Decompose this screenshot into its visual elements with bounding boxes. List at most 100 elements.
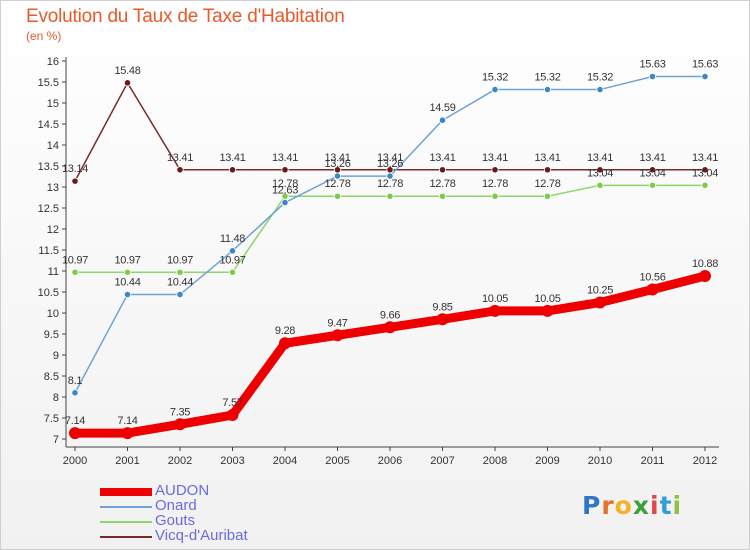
data-point [121, 427, 134, 440]
logo-letter: x [632, 491, 650, 520]
data-label: 12.78 [534, 178, 560, 190]
data-label: 7.35 [170, 406, 190, 418]
data-point [333, 172, 342, 180]
data-point [71, 389, 79, 397]
data-label: 10.44 [114, 277, 140, 289]
y-tick-label: 10 [47, 308, 59, 320]
data-label: 15.32 [587, 72, 613, 84]
data-point [646, 283, 659, 296]
data-label: 15.63 [639, 59, 665, 71]
data-point [123, 290, 132, 299]
data-label: 7.14 [65, 415, 85, 427]
y-tick-label: 7.5 [44, 413, 59, 425]
y-tick-label: 9 [53, 350, 59, 362]
legend-label: Onard [155, 497, 197, 514]
data-label: 15.48 [114, 65, 140, 77]
y-tick-label: 14.5 [38, 119, 59, 131]
data-point [226, 409, 239, 422]
data-point [648, 166, 657, 174]
x-tick-label: 2003 [220, 455, 244, 467]
data-label: 15.63 [692, 59, 718, 71]
y-tick-label: 9.5 [44, 329, 59, 341]
data-point [596, 181, 604, 189]
y-tick-label: 13.5 [38, 161, 59, 173]
proxiti-logo: Proxiti [582, 491, 682, 520]
data-point [176, 268, 184, 276]
y-tick-label: 7 [53, 434, 59, 446]
data-label: 9.47 [327, 317, 347, 329]
chart-subtitle: (en %) [26, 29, 62, 43]
data-label: 12.78 [324, 178, 350, 190]
data-label: 13.41 [482, 152, 508, 164]
data-point [176, 166, 184, 174]
data-point [228, 268, 237, 276]
data-label: 10.97 [62, 254, 88, 266]
data-point [438, 116, 447, 124]
data-point [228, 247, 237, 255]
data-point [228, 166, 237, 174]
data-point [491, 166, 499, 174]
data-label: 14.59 [429, 102, 455, 114]
x-tick-label: 2001 [115, 455, 139, 467]
y-tick-label: 14 [47, 140, 59, 152]
y-tick-label: 16 [47, 56, 59, 68]
data-label: 13.04 [692, 167, 718, 179]
x-tick-label: 2012 [693, 455, 717, 467]
x-tick-label: 2010 [588, 455, 612, 467]
data-point [701, 181, 709, 189]
data-point [701, 166, 709, 174]
data-label: 13.14 [62, 163, 88, 175]
data-point [438, 166, 447, 174]
data-label: 12.78 [377, 178, 403, 190]
data-point [69, 427, 81, 440]
data-point [543, 85, 552, 94]
data-point [386, 172, 394, 180]
data-label: 10.97 [114, 254, 140, 266]
logo-letter: i [650, 491, 660, 520]
data-point [491, 85, 499, 94]
data-label: 13.41 [587, 152, 613, 164]
data-label: 9.28 [275, 325, 295, 337]
x-tick-label: 2006 [378, 455, 402, 467]
data-point [594, 296, 606, 309]
data-point [701, 72, 709, 81]
data-label: 10.97 [167, 254, 193, 266]
y-tick-label: 8.5 [44, 371, 59, 383]
data-point [174, 418, 186, 431]
data-label: 13.04 [587, 167, 613, 179]
y-tick-label: 10.5 [38, 287, 59, 299]
data-label: 13.41 [534, 152, 560, 164]
x-tick-label: 2011 [641, 455, 665, 467]
y-tick-label: 8 [53, 392, 59, 404]
y-tick-label: 15 [47, 98, 59, 110]
data-point [543, 192, 552, 200]
logo-letter: r [601, 491, 615, 520]
data-point [543, 166, 552, 174]
x-tick-label: 2009 [535, 455, 559, 467]
data-point [176, 290, 184, 299]
data-label: 15.32 [534, 72, 560, 84]
x-tick-label: 2004 [273, 455, 297, 467]
data-point [281, 166, 289, 174]
data-label: 13.41 [377, 152, 403, 164]
data-point [123, 79, 132, 87]
legend-label: Gouts [155, 512, 196, 529]
data-point [648, 72, 657, 81]
x-tick-label: 2002 [168, 455, 192, 467]
data-point [384, 321, 396, 334]
x-tick-label: 2005 [325, 455, 349, 467]
data-point [489, 304, 501, 317]
data-label: 13.41 [324, 152, 350, 164]
legend-swatch [100, 536, 152, 538]
data-point [333, 192, 342, 200]
x-tick-label: 2000 [63, 455, 87, 467]
data-point [596, 85, 604, 94]
y-tick-label: 11 [48, 266, 59, 278]
data-label: 13.04 [639, 167, 665, 179]
data-point [331, 329, 344, 342]
data-point [541, 304, 554, 317]
data-point [436, 313, 449, 326]
data-label: 12.78 [272, 178, 298, 190]
